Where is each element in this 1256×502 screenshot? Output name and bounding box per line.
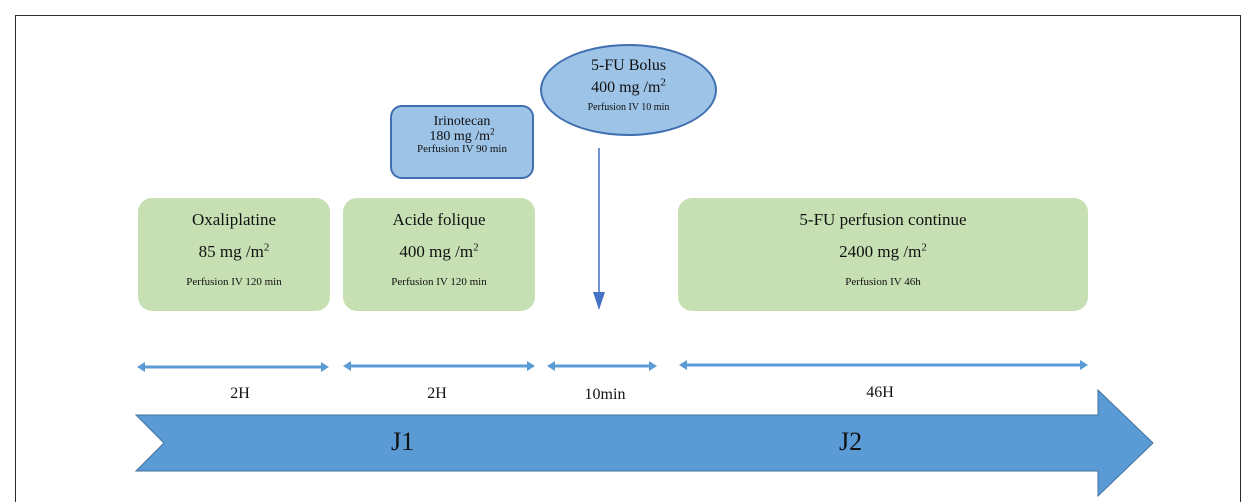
duration-label-1: 2H xyxy=(230,385,250,402)
acide-folique-name: Acide folique xyxy=(392,210,486,229)
fu-continue-name: 5-FU perfusion continue xyxy=(799,210,967,229)
irinotecan-dose: 180 mg /m xyxy=(429,128,491,144)
irinotecan-box: Irinotecan 180 mg /m2 Perfusion IV 90 mi… xyxy=(390,105,534,179)
duration-label-3: 10min xyxy=(584,386,626,403)
acide-folique-dose: 400 mg /m xyxy=(399,242,474,261)
oxaliplatine-box: Oxaliplatine 85 mg /m2 Perfusion IV 120 … xyxy=(138,198,330,311)
day-label-j1: J1 xyxy=(391,427,415,456)
irinotecan-name: Irinotecan xyxy=(433,114,491,129)
irinotecan-route: Perfusion IV 90 min xyxy=(417,143,507,156)
diagram-frame xyxy=(15,15,1241,502)
acide-folique-route: Perfusion IV 120 min xyxy=(391,276,487,288)
fu-continue-route: Perfusion IV 46h xyxy=(845,276,921,288)
timeline-arrow xyxy=(134,388,1154,498)
fu-bolus-route: Perfusion IV 10 min xyxy=(587,101,670,113)
duration-label-2: 2H xyxy=(427,385,447,402)
oxaliplatine-name: Oxaliplatine xyxy=(191,210,277,229)
duration-arrows xyxy=(137,360,1088,372)
acide-folique-box: Acide folique 400 mg /m2 Perfusion IV 12… xyxy=(343,198,535,311)
fu-bolus-dose: 400 mg /m xyxy=(591,79,661,97)
oxaliplatine-route: Perfusion IV 120 min xyxy=(186,276,282,288)
fu-bolus-name: 5-FU Bolus xyxy=(590,57,667,74)
oxaliplatine-dose: 85 mg /m xyxy=(198,242,264,261)
fu-continue-box: 5-FU perfusion continue 2400 mg /m2 Perf… xyxy=(678,198,1088,311)
duration-label-4: 46H xyxy=(866,384,894,401)
fu-continue-dose: 2400 mg /m xyxy=(839,242,922,261)
day-label-j2: J2 xyxy=(839,427,863,456)
fu-bolus-oval: 5-FU Bolus 400 mg /m2 Perfusion IV 10 mi… xyxy=(540,44,717,136)
